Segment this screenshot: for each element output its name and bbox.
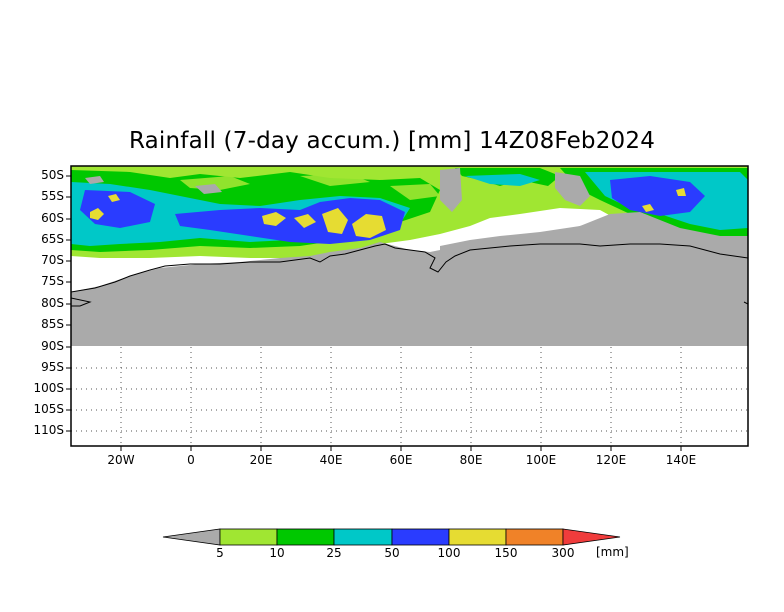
lon-label: 140E [665, 453, 697, 467]
lon-label: 60E [389, 453, 413, 467]
lat-label: 85S [41, 317, 64, 331]
colorbar-unit: [mm] [596, 545, 629, 559]
rain-band-cyan-mid [465, 174, 540, 186]
lon-label: 20W [107, 453, 135, 467]
map-layers [71, 166, 748, 446]
lon-label: 40E [319, 453, 343, 467]
lat-label: 65S [41, 232, 64, 246]
lon-label: 100E [525, 453, 557, 467]
lon-label: 20E [249, 453, 273, 467]
rain-streak-light-2 [300, 174, 370, 186]
lat-label: 75S [41, 274, 64, 288]
dry-patch-2 [555, 172, 590, 206]
lat-tick-marks [66, 175, 71, 432]
dry-patch-3 [195, 184, 222, 194]
rain-spot-yellow-6 [352, 214, 386, 238]
map-title: Rainfall (7-day accum.) [mm] 14Z08Feb202… [128, 128, 656, 154]
colorbar-level: 25 [326, 546, 342, 560]
lat-label: 105S [33, 402, 64, 416]
dry-patch-4 [85, 176, 104, 184]
colorbar-level: 100 [437, 546, 461, 560]
dry-patch-1 [440, 168, 462, 212]
lon-tick-marks [120, 446, 682, 451]
rain-spot-yellow-5 [322, 208, 348, 234]
lat-label: 95S [41, 360, 64, 374]
colorbar-level: 300 [551, 546, 575, 560]
map-frame [70, 165, 749, 447]
colorbar-level: 50 [384, 546, 400, 560]
colorbar-level: 150 [494, 546, 518, 560]
lat-label: 100S [33, 381, 64, 395]
lat-label: 70S [41, 253, 64, 267]
rain-spot-yellow-7 [642, 204, 654, 212]
lon-label: 120E [595, 453, 627, 467]
rain-spot-yellow-4 [294, 214, 316, 228]
lat-label: 80S [41, 296, 64, 310]
lon-label: 80E [459, 453, 483, 467]
rain-spot-yellow-1 [90, 208, 104, 220]
rain-spot-yellow-8 [676, 188, 686, 196]
rain-spot-yellow-3 [262, 212, 286, 226]
lat-label: 55S [41, 189, 64, 203]
colorbar-level: 5 [216, 546, 224, 560]
no-data-region [71, 347, 748, 446]
coastline [71, 243, 748, 293]
rain-band-blue-central [175, 198, 405, 244]
lat-label: 50S [41, 168, 64, 182]
rain-band-blue-east [610, 176, 705, 216]
lat-label: 90S [41, 339, 64, 353]
lon-label: 0 [187, 453, 195, 467]
coastline-west-ice [71, 297, 92, 307]
rain-spot-yellow-2 [108, 194, 120, 202]
sea-ice-gray [440, 212, 748, 260]
lat-label: 110S [33, 423, 64, 437]
rain-streak-light-3 [390, 184, 440, 200]
colorbar-level: 10 [269, 546, 285, 560]
lat-label: 60S [41, 211, 64, 225]
